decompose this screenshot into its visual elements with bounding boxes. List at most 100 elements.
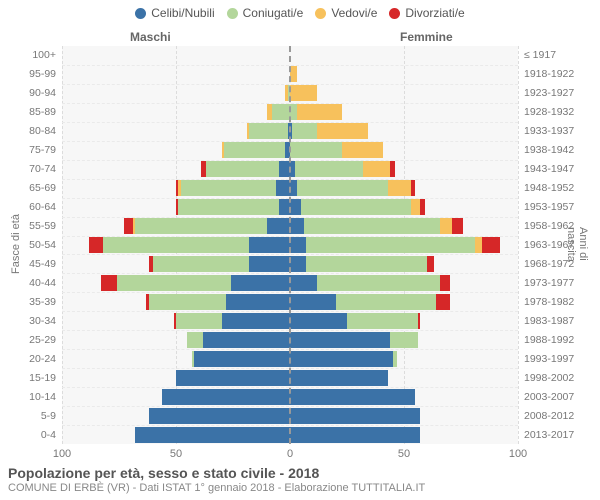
bar-segment-male <box>135 218 267 234</box>
ytick-birth: 2008-2012 <box>524 410 574 422</box>
ytick-birth: 1923-1927 <box>524 87 574 99</box>
legend-swatch <box>315 8 326 19</box>
bar-segment-female <box>393 351 398 367</box>
ytick-age: 60-64 <box>10 201 56 213</box>
bar-segment-male <box>201 161 206 177</box>
bar-segment-female <box>301 199 410 215</box>
ytick-age: 95-99 <box>10 68 56 80</box>
bar-segment-female <box>452 218 463 234</box>
ytick-age: 75-79 <box>10 144 56 156</box>
ytick-age: 80-84 <box>10 125 56 137</box>
bar-segment-female <box>297 180 388 196</box>
xtick: 0 <box>287 448 293 460</box>
chart-footer: Popolazione per età, sesso e stato civil… <box>8 465 425 494</box>
xtick: 50 <box>170 448 182 460</box>
population-pyramid-chart: Celibi/NubiliConiugati/eVedovi/eDivorzia… <box>0 0 600 500</box>
bar-segment-female <box>418 313 420 329</box>
header-female: Femmine <box>400 30 453 44</box>
bar-segment-male <box>206 161 279 177</box>
bar-segment-female <box>292 123 317 139</box>
legend-item: Vedovi/e <box>315 6 377 20</box>
bar-segment-male <box>267 218 290 234</box>
bar-segment-female <box>317 123 367 139</box>
bar-segment-female <box>290 313 347 329</box>
bar-segment-female <box>295 161 363 177</box>
legend-label: Celibi/Nubili <box>151 6 214 20</box>
bar-segment-female <box>290 180 297 196</box>
bar-segment-male <box>181 180 277 196</box>
bar-segment-male <box>285 85 287 101</box>
ytick-birth: 1933-1937 <box>524 125 574 137</box>
bar-segment-male <box>176 180 178 196</box>
bar-segment-female <box>440 275 449 291</box>
bar-segment-male <box>103 237 249 253</box>
ytick-age: 40-44 <box>10 277 56 289</box>
bar-segment-female <box>290 199 301 215</box>
gridline <box>518 46 519 444</box>
xtick: 100 <box>509 448 527 460</box>
bar-segment-female <box>390 332 417 348</box>
ytick-age: 20-24 <box>10 353 56 365</box>
legend-swatch <box>389 8 400 19</box>
bar-segment-female <box>297 104 343 120</box>
ytick-age: 90-94 <box>10 87 56 99</box>
bar-segment-male <box>226 294 290 310</box>
bar-segment-male <box>135 427 290 443</box>
bar-segment-female <box>436 294 450 310</box>
bar-segment-female <box>317 275 440 291</box>
bar-segment-male <box>222 142 224 158</box>
ytick-age: 5-9 <box>10 410 56 422</box>
bar-segment-male <box>194 351 290 367</box>
bar-segment-female <box>290 256 306 272</box>
bar-segment-male <box>176 370 290 386</box>
legend-label: Coniugati/e <box>243 6 304 20</box>
bar-segment-female <box>290 85 317 101</box>
bar-segment-male <box>117 275 231 291</box>
bar-segment-female <box>336 294 436 310</box>
chart-title: Popolazione per età, sesso e stato civil… <box>8 465 425 481</box>
ytick-birth: 1943-1947 <box>524 163 574 175</box>
ytick-age: 35-39 <box>10 296 56 308</box>
bar-segment-male <box>276 180 290 196</box>
bar-segment-male <box>101 275 117 291</box>
bar-segment-female <box>290 408 420 424</box>
bar-segment-male <box>222 313 290 329</box>
bar-segment-male <box>149 408 290 424</box>
bar-segment-female <box>290 370 388 386</box>
bar-segment-male <box>133 218 135 234</box>
bar-segment-female <box>411 199 420 215</box>
ytick-age: 0-4 <box>10 429 56 441</box>
bar-segment-male <box>192 351 194 367</box>
bar-segment-female <box>475 237 482 253</box>
ytick-birth: 1983-1987 <box>524 315 574 327</box>
bar-segment-female <box>440 218 451 234</box>
bar-segment-female <box>482 237 500 253</box>
bar-segment-female <box>306 237 475 253</box>
xtick: 100 <box>53 448 71 460</box>
bar-segment-male <box>224 142 286 158</box>
ytick-age: 70-74 <box>10 163 56 175</box>
bar-segment-male <box>174 313 176 329</box>
ytick-age: 15-19 <box>10 372 56 384</box>
ytick-age: 85-89 <box>10 106 56 118</box>
bar-segment-male <box>146 294 148 310</box>
legend: Celibi/NubiliConiugati/eVedovi/eDivorzia… <box>0 6 600 22</box>
ytick-age: 65-69 <box>10 182 56 194</box>
bar-segment-male <box>267 104 272 120</box>
gridline <box>289 46 291 444</box>
ytick-birth: 2003-2007 <box>524 391 574 403</box>
ytick-birth: ≤ 1917 <box>524 49 556 61</box>
legend-swatch <box>135 8 146 19</box>
ytick-age: 10-14 <box>10 391 56 403</box>
ytick-birth: 1958-1962 <box>524 220 574 232</box>
bar-segment-male <box>149 256 154 272</box>
ytick-birth: 1968-1972 <box>524 258 574 270</box>
ytick-birth: 1928-1932 <box>524 106 574 118</box>
bar-segment-male <box>247 123 249 139</box>
ytick-birth: 1988-1992 <box>524 334 574 346</box>
bar-segment-female <box>363 161 390 177</box>
bar-segment-male <box>149 294 227 310</box>
bar-segment-male <box>272 104 290 120</box>
bar-segment-male <box>187 332 203 348</box>
ytick-birth: 1953-1957 <box>524 201 574 213</box>
